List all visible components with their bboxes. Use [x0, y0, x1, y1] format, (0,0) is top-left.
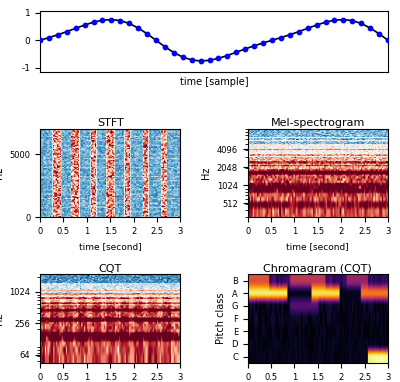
- Point: [206, 57, 213, 63]
- Point: [46, 34, 52, 40]
- Y-axis label: Pitch class: Pitch class: [216, 293, 226, 345]
- Point: [233, 49, 240, 55]
- Point: [135, 25, 141, 31]
- Point: [322, 19, 329, 25]
- Point: [304, 25, 311, 31]
- Point: [72, 25, 79, 31]
- Y-axis label: Hz: Hz: [201, 167, 211, 179]
- Point: [224, 52, 230, 58]
- Point: [242, 46, 248, 52]
- Point: [260, 40, 266, 46]
- Point: [296, 29, 302, 35]
- Point: [153, 37, 159, 43]
- Point: [376, 31, 382, 37]
- Point: [144, 31, 150, 37]
- X-axis label: time [second]: time [second]: [79, 242, 142, 251]
- Point: [385, 37, 391, 43]
- Point: [117, 18, 124, 24]
- Point: [82, 22, 88, 28]
- Title: Chromagram (CQT): Chromagram (CQT): [264, 264, 372, 274]
- Point: [108, 16, 114, 23]
- Title: CQT: CQT: [98, 264, 122, 274]
- Point: [367, 25, 373, 31]
- X-axis label: time [sample]: time [sample]: [180, 78, 248, 87]
- X-axis label: time [second]: time [second]: [286, 242, 349, 251]
- Point: [269, 37, 275, 43]
- Point: [215, 55, 222, 62]
- Point: [37, 37, 43, 43]
- Point: [162, 44, 168, 50]
- Point: [340, 16, 346, 23]
- Point: [287, 32, 293, 38]
- Point: [331, 17, 338, 23]
- Point: [99, 17, 106, 23]
- Point: [90, 19, 97, 25]
- Point: [198, 58, 204, 64]
- Point: [349, 18, 356, 24]
- Point: [64, 29, 70, 35]
- Point: [180, 54, 186, 60]
- Y-axis label: Hz: Hz: [0, 312, 4, 325]
- Y-axis label: Hz: Hz: [0, 167, 4, 179]
- Point: [171, 50, 177, 56]
- Point: [126, 20, 132, 26]
- Point: [55, 32, 61, 38]
- Point: [188, 57, 195, 63]
- Point: [251, 43, 257, 49]
- Point: [278, 34, 284, 40]
- Title: Mel-spectrogram: Mel-spectrogram: [271, 118, 365, 128]
- Point: [358, 20, 364, 26]
- Title: STFT: STFT: [97, 118, 124, 128]
- Point: [314, 22, 320, 28]
